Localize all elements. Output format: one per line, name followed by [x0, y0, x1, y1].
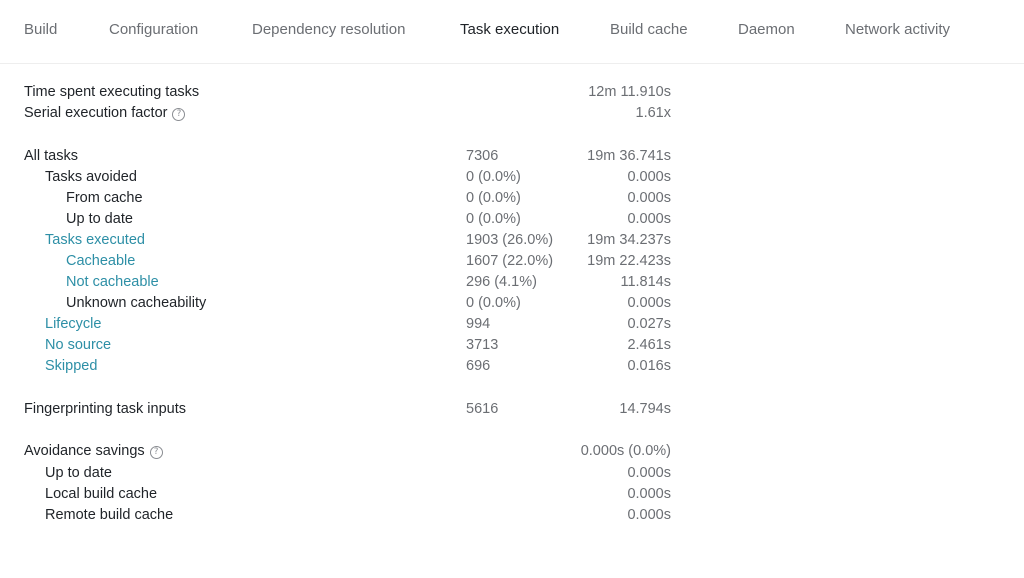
tasks-avoided-count: 0 (0.0%) — [466, 169, 521, 185]
not-cacheable-time: 11.814s — [620, 274, 671, 290]
tab-task-execution[interactable]: Task execution — [460, 21, 560, 38]
all-tasks-row: All tasks 7306 19m 36.741s — [0, 146, 700, 167]
no-source-row: No source 3713 2.461s — [0, 335, 700, 356]
not-cacheable-link[interactable]: Not cacheable — [66, 274, 159, 290]
local-build-cache-label: Local build cache — [45, 486, 158, 502]
cacheable-row: Cacheable 1607 (22.0%) 19m 22.423s — [0, 251, 700, 272]
cacheable-link[interactable]: Cacheable — [66, 253, 136, 269]
local-build-cache-time: 0.000s — [627, 486, 671, 502]
remote-build-cache-time: 0.000s — [627, 507, 671, 523]
savings-up-to-date-time: 0.000s — [627, 465, 671, 481]
skipped-time: 0.016s — [627, 358, 671, 374]
tasks-avoided-label: Tasks avoided — [45, 169, 137, 185]
from-cache-count: 0 (0.0%) — [466, 190, 521, 206]
up-to-date-count: 0 (0.0%) — [466, 211, 521, 227]
tab-dependency-resolution[interactable]: Dependency resolution — [252, 21, 406, 38]
time-spent-value: 12m 11.910s — [588, 84, 671, 100]
no-source-count: 3713 — [466, 337, 499, 353]
tab-daemon[interactable]: Daemon — [738, 21, 795, 38]
fingerprinting-count: 5616 — [466, 401, 499, 417]
time-spent-row: Time spent executing tasks 12m 11.910s — [0, 82, 700, 103]
from-cache-label: From cache — [66, 190, 143, 206]
avoidance-savings-label-wrap: Avoidance savings? — [24, 441, 163, 462]
tab-build-cache[interactable]: Build cache — [610, 21, 688, 38]
no-source-link[interactable]: No source — [45, 337, 112, 353]
skipped-count: 696 — [466, 358, 491, 374]
serial-factor-label: Serial execution factor — [24, 105, 168, 121]
tab-bar: Build Configuration Dependency resolutio… — [0, 0, 1024, 64]
avoidance-savings-label: Avoidance savings — [24, 443, 145, 459]
from-cache-time: 0.000s — [627, 190, 671, 206]
avoidance-savings-time: 0.000s (0.0%) — [580, 443, 671, 459]
fingerprinting-label: Fingerprinting task inputs — [24, 401, 186, 417]
lifecycle-link[interactable]: Lifecycle — [45, 316, 102, 332]
remote-build-cache-row: Remote build cache 0.000s — [0, 505, 700, 526]
up-to-date-time: 0.000s — [627, 211, 671, 227]
tasks-avoided-row: Tasks avoided 0 (0.0%) 0.000s — [0, 167, 700, 188]
fingerprinting-row: Fingerprinting task inputs 5616 14.794s — [0, 399, 700, 420]
tab-configuration[interactable]: Configuration — [109, 21, 199, 38]
savings-up-to-date-row: Up to date 0.000s — [0, 463, 700, 484]
time-spent-label: Time spent executing tasks — [24, 84, 200, 100]
serial-factor-label-wrap: Serial execution factor? — [24, 103, 186, 124]
no-source-time: 2.461s — [627, 337, 671, 353]
unknown-cacheability-label: Unknown cacheability — [66, 295, 207, 311]
savings-up-to-date-label: Up to date — [45, 465, 112, 481]
tab-build[interactable]: Build — [24, 21, 58, 38]
tasks-executed-count: 1903 (26.0%) — [466, 232, 554, 248]
up-to-date-label: Up to date — [66, 211, 133, 227]
avoidance-savings-row: Avoidance savings? 0.000s (0.0%) — [0, 441, 700, 462]
all-tasks-label: All tasks — [24, 148, 78, 164]
serial-factor-row: Serial execution factor? 1.61x — [0, 103, 700, 124]
remote-build-cache-label: Remote build cache — [45, 507, 174, 523]
fingerprinting-time: 14.794s — [619, 401, 671, 417]
lifecycle-count: 994 — [466, 316, 491, 332]
unknown-cacheability-time: 0.000s — [627, 295, 671, 311]
up-to-date-row: Up to date 0 (0.0%) 0.000s — [0, 209, 700, 230]
all-tasks-time: 19m 36.741s — [587, 148, 671, 164]
unknown-cacheability-count: 0 (0.0%) — [466, 295, 521, 311]
local-build-cache-row: Local build cache 0.000s — [0, 484, 700, 505]
cacheable-time: 19m 22.423s — [587, 253, 671, 269]
all-tasks-count: 7306 — [466, 148, 499, 164]
not-cacheable-count: 296 (4.1%) — [466, 274, 537, 290]
unknown-cacheability-row: Unknown cacheability 0 (0.0%) 0.000s — [0, 293, 700, 314]
from-cache-row: From cache 0 (0.0%) 0.000s — [0, 188, 700, 209]
tab-network-activity[interactable]: Network activity — [845, 21, 951, 38]
skipped-row: Skipped 696 0.016s — [0, 356, 700, 377]
lifecycle-row: Lifecycle 994 0.027s — [0, 314, 700, 335]
not-cacheable-row: Not cacheable 296 (4.1%) 11.814s — [0, 272, 700, 293]
tasks-avoided-time: 0.000s — [627, 169, 671, 185]
skipped-link[interactable]: Skipped — [45, 358, 98, 374]
serial-factor-value: 1.61x — [635, 105, 671, 121]
tasks-executed-time: 19m 34.237s — [587, 232, 671, 248]
help-icon[interactable]: ? — [172, 108, 186, 121]
lifecycle-time: 0.027s — [627, 316, 671, 332]
help-icon[interactable]: ? — [149, 446, 163, 459]
cacheable-count: 1607 (22.0%) — [466, 253, 554, 269]
tasks-executed-link[interactable]: Tasks executed — [45, 232, 145, 248]
tasks-executed-row: Tasks executed 1903 (26.0%) 19m 34.237s — [0, 230, 700, 251]
